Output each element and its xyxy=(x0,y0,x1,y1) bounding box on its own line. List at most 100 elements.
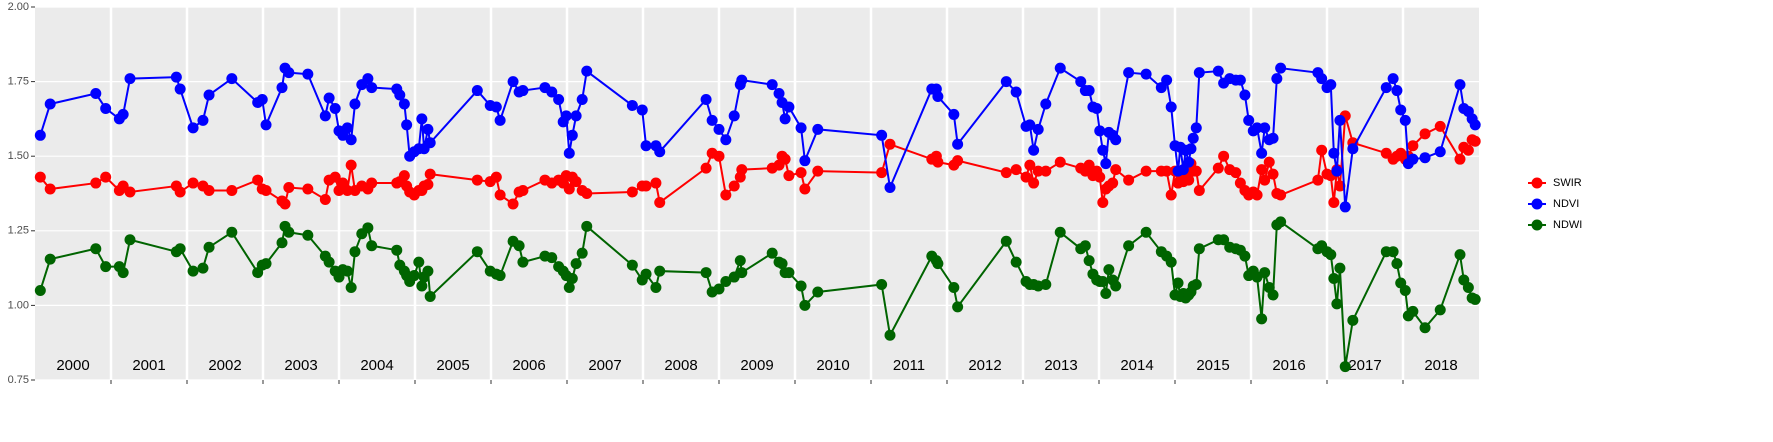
legend-label: NDWI xyxy=(1553,219,1582,231)
point xyxy=(1140,165,1152,177)
point xyxy=(884,182,896,194)
point xyxy=(100,171,112,183)
point xyxy=(1000,235,1012,247)
point xyxy=(1462,281,1474,293)
point xyxy=(256,94,268,106)
point xyxy=(319,193,331,205)
point xyxy=(276,237,288,249)
point xyxy=(323,92,335,104)
point xyxy=(471,85,483,97)
point xyxy=(424,290,436,302)
point xyxy=(490,101,502,113)
point xyxy=(1165,256,1177,268)
y-tick-label: 1.50 xyxy=(8,150,29,162)
point xyxy=(90,177,102,189)
point xyxy=(581,65,593,77)
point xyxy=(398,170,410,182)
point xyxy=(34,284,46,296)
year-label: 2013 xyxy=(1044,357,1077,374)
point xyxy=(952,301,964,313)
point xyxy=(640,140,652,152)
point xyxy=(1387,73,1399,85)
point xyxy=(1107,177,1119,189)
point xyxy=(203,241,215,253)
point xyxy=(1183,156,1195,168)
point xyxy=(1032,123,1044,135)
point xyxy=(795,280,807,292)
point xyxy=(422,179,434,191)
point xyxy=(226,226,238,238)
point xyxy=(1259,122,1271,134)
point xyxy=(1275,62,1287,74)
point xyxy=(1339,201,1351,213)
point xyxy=(1212,162,1224,174)
point xyxy=(513,240,525,252)
point xyxy=(952,138,964,150)
y-tick-label: 2.00 xyxy=(8,1,29,13)
point xyxy=(1347,314,1359,326)
point xyxy=(1347,143,1359,155)
legend-marker xyxy=(1531,198,1543,210)
point xyxy=(626,186,638,198)
point xyxy=(416,280,428,292)
point xyxy=(507,198,519,210)
point xyxy=(566,129,578,141)
point xyxy=(203,89,215,101)
point xyxy=(1434,120,1446,132)
point xyxy=(1218,150,1230,162)
point xyxy=(422,265,434,277)
point xyxy=(1165,101,1177,113)
point xyxy=(1054,62,1066,74)
point xyxy=(517,185,529,197)
point xyxy=(260,119,272,131)
point xyxy=(117,108,129,120)
point xyxy=(283,182,295,194)
point xyxy=(1334,262,1346,274)
point xyxy=(1123,240,1135,252)
point xyxy=(1316,73,1328,85)
plot-panel xyxy=(35,7,1479,380)
point xyxy=(1243,114,1255,126)
point xyxy=(1075,76,1087,88)
point xyxy=(948,281,960,293)
point xyxy=(736,267,748,279)
year-label: 2017 xyxy=(1348,357,1381,374)
point xyxy=(1161,74,1173,86)
point xyxy=(1334,180,1346,192)
point xyxy=(1391,258,1403,270)
point xyxy=(1097,196,1109,208)
point xyxy=(1010,256,1022,268)
point xyxy=(700,267,712,279)
point xyxy=(398,98,410,110)
point xyxy=(1434,146,1446,158)
point xyxy=(795,122,807,134)
point xyxy=(1334,114,1346,126)
point xyxy=(1054,226,1066,238)
point xyxy=(563,183,575,195)
point xyxy=(1020,171,1032,183)
point xyxy=(779,113,791,125)
point xyxy=(706,114,718,126)
point xyxy=(90,243,102,255)
point xyxy=(1251,189,1263,201)
point xyxy=(1251,122,1263,134)
point xyxy=(1325,79,1337,91)
point xyxy=(720,134,732,146)
point xyxy=(1469,293,1481,305)
point xyxy=(570,258,582,270)
point xyxy=(1339,361,1351,373)
point xyxy=(720,189,732,201)
point xyxy=(226,185,238,197)
point xyxy=(44,253,56,265)
point xyxy=(100,261,112,273)
point xyxy=(507,76,519,88)
point xyxy=(1454,153,1466,165)
point xyxy=(174,186,186,198)
point xyxy=(932,91,944,103)
point xyxy=(1256,164,1268,176)
legend-label: NDVI xyxy=(1553,198,1579,210)
year-label: 2006 xyxy=(512,357,545,374)
point xyxy=(1462,144,1474,156)
point xyxy=(1407,140,1419,152)
point xyxy=(626,259,638,271)
